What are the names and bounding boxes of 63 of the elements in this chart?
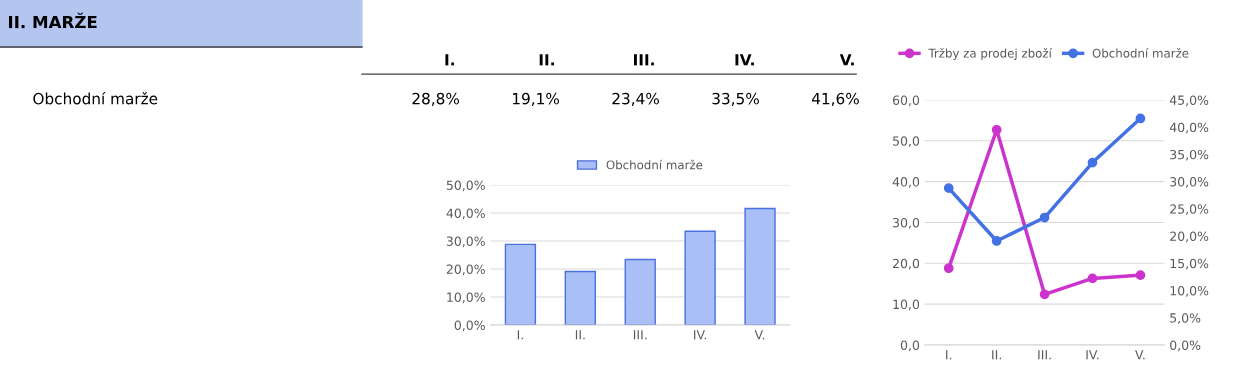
y-tick-label: 0,0%: [454, 320, 485, 332]
y-tick-label: 40,0%: [446, 208, 485, 220]
text: 41,6%: [811, 92, 859, 106]
category-label: V.: [839, 54, 854, 66]
y2-tick-label: 25,0%: [1170, 204, 1209, 216]
text: 19,1%: [513, 92, 560, 106]
bar: [564, 270, 596, 325]
category-label: III.: [634, 54, 654, 66]
y-tick-label: 10,0%: [447, 292, 485, 304]
y2-tick-label: 30,0%: [1170, 177, 1209, 188]
point: [1135, 270, 1146, 280]
point: [1087, 157, 1098, 168]
y-tick-label: 30,0%: [446, 236, 485, 248]
y-tick-label: 40,0: [892, 177, 920, 188]
text: 23,4%: [612, 92, 659, 106]
category-label: II.: [539, 54, 554, 66]
text: Obchodní marže: [33, 91, 158, 105]
x-tick-label: V.: [754, 330, 765, 340]
point: [1039, 212, 1050, 223]
x-tick-label: I.: [946, 350, 952, 360]
point: [991, 236, 1002, 246]
text: 28,8%: [412, 92, 460, 106]
x-tick-label: III.: [633, 330, 647, 340]
legend-label: Obchodní marže: [1092, 48, 1189, 58]
y2-tick-label: 15,0%: [1170, 258, 1209, 270]
y-tick-label: 0,0: [900, 340, 920, 352]
point: [1087, 273, 1098, 284]
y-tick-label: 50,0%: [446, 180, 485, 192]
x-tick-label: II.: [575, 330, 585, 340]
y2-tick-label: 0,0%: [1170, 340, 1201, 352]
legend-label: Obchodní marže: [606, 159, 703, 170]
x-tick-label: V.: [1135, 350, 1145, 360]
y-tick-label: 50,0: [893, 136, 920, 147]
point: [991, 124, 1002, 135]
text: II. MARŽE: [9, 12, 97, 29]
y-tick-label: 20,0: [892, 258, 920, 270]
bar: [624, 258, 656, 325]
y2-tick-label: 5,0%: [1170, 313, 1201, 324]
text: 33,5%: [712, 92, 759, 106]
y2-tick-label: 35,0%: [1170, 149, 1209, 161]
y2-tick-label: 45,0%: [1169, 95, 1209, 107]
legend-label: Tržby za prodej zboží: [928, 48, 1053, 60]
category-label: I.: [445, 54, 454, 66]
point: [1039, 289, 1050, 300]
bar: [744, 207, 776, 325]
y2-tick-label: 10,0%: [1170, 285, 1209, 297]
category-label: IV.: [735, 54, 754, 66]
x-tick-label: III.: [1038, 350, 1051, 360]
bar: [504, 243, 537, 325]
bar: [684, 230, 716, 325]
y2-tick-label: 40,0%: [1169, 122, 1209, 134]
x-tick-label: IV.: [1086, 350, 1099, 360]
x-tick-label: IV.: [694, 330, 707, 340]
x-tick-label: II.: [992, 350, 1001, 360]
y-tick-label: 20,0%: [446, 264, 485, 276]
point: [1135, 113, 1146, 124]
y-tick-label: 30,0: [893, 217, 920, 229]
y-tick-label: 10,0: [893, 299, 920, 311]
y2-tick-label: 20,0%: [1170, 231, 1209, 243]
y-tick-label: 60,0: [892, 95, 920, 107]
point: [943, 263, 954, 274]
point: [943, 183, 954, 194]
x-tick-label: I.: [517, 330, 523, 340]
